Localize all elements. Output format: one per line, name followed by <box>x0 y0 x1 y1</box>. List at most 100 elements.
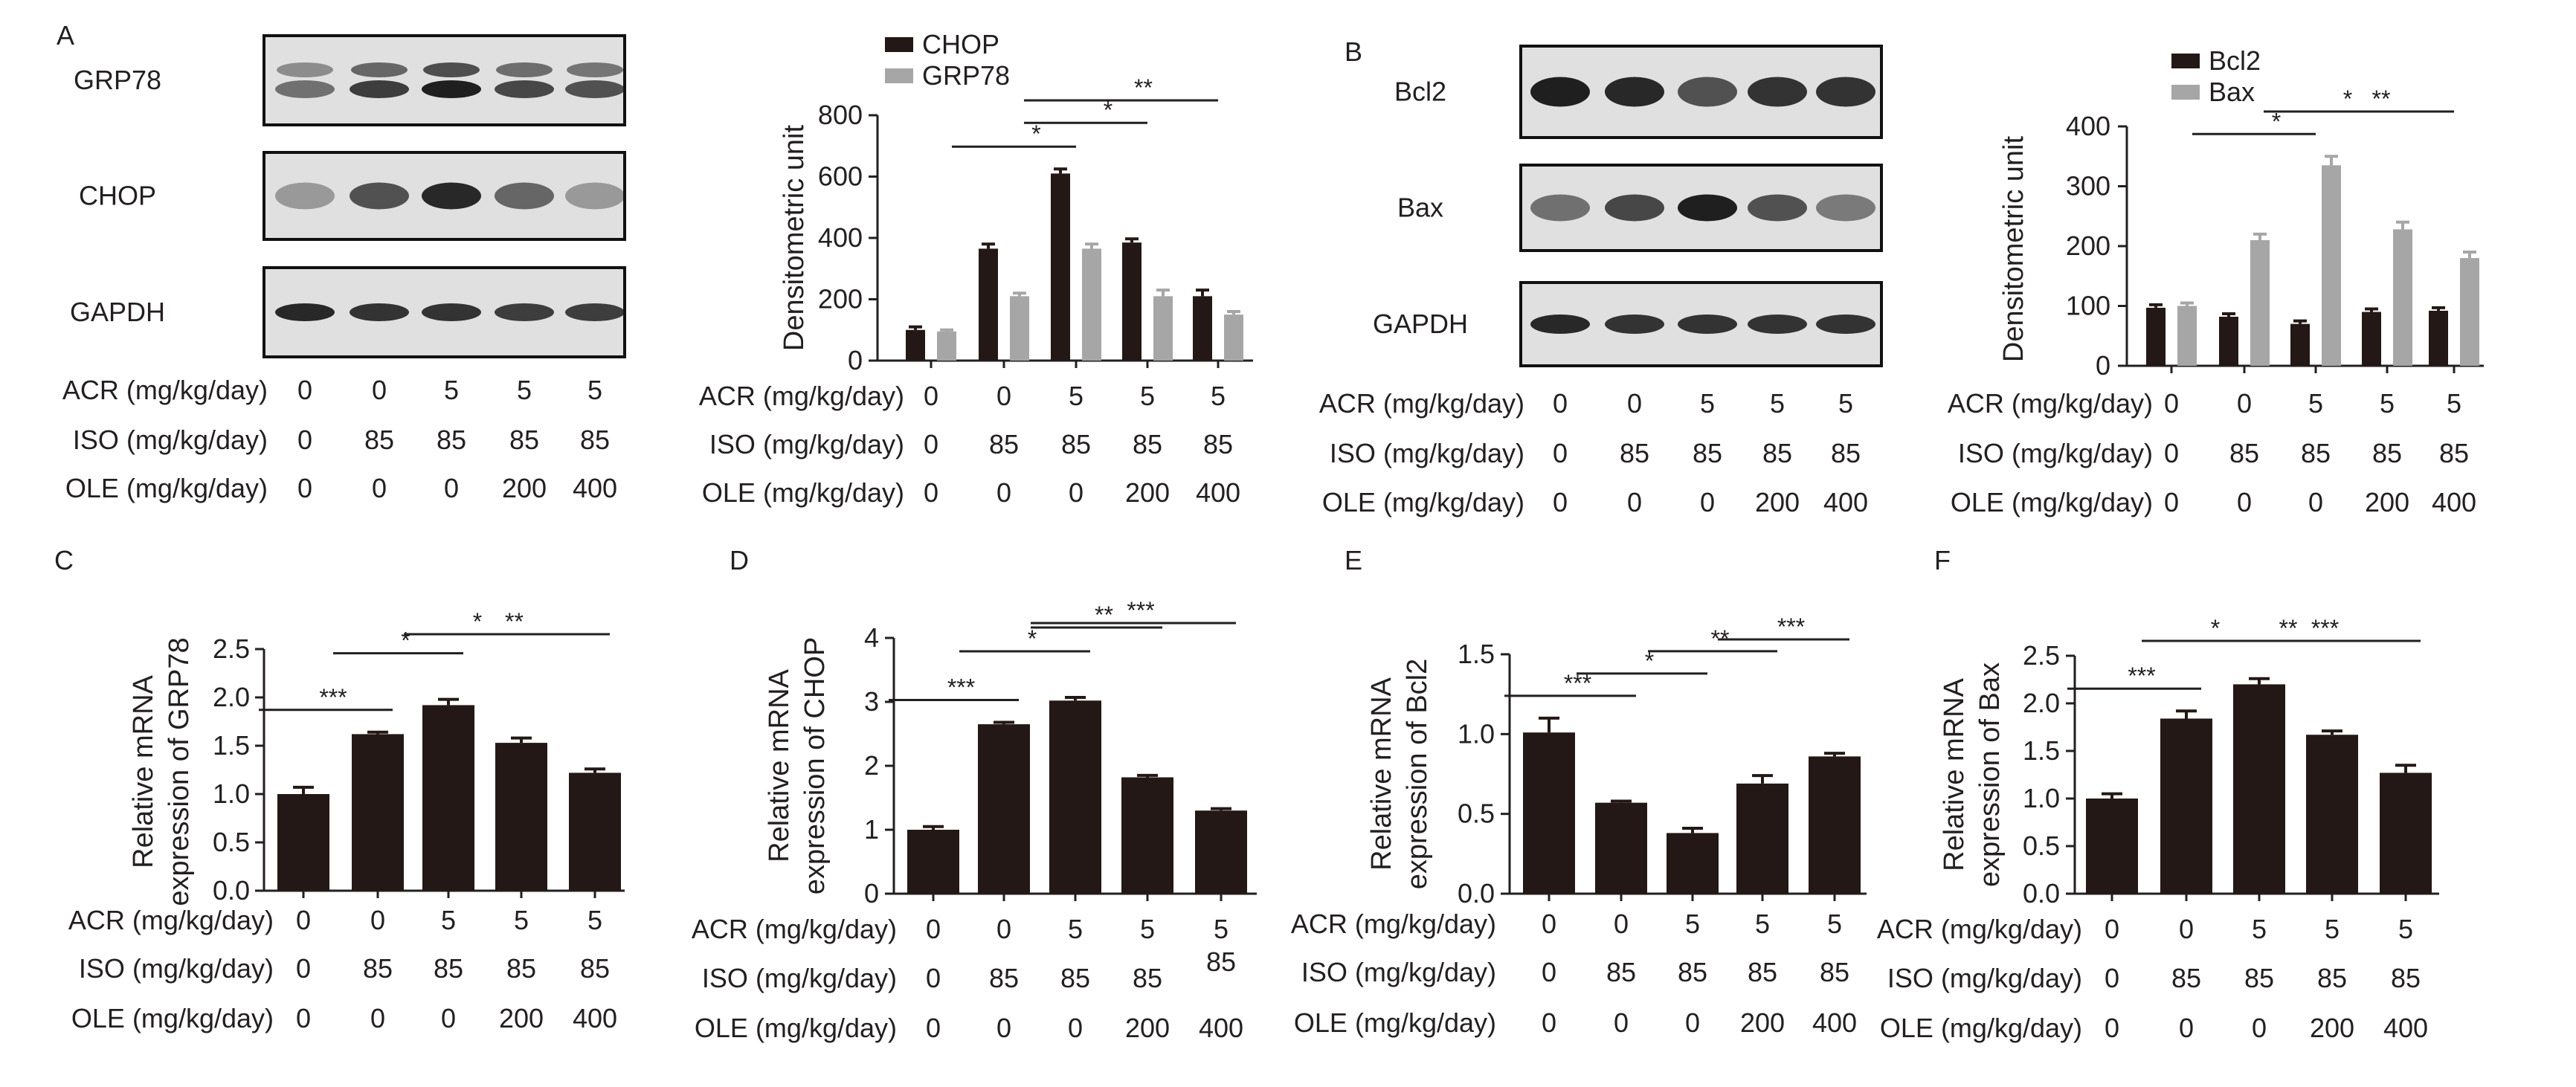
y-tick-label: 600 <box>818 161 863 192</box>
blot-band <box>422 303 481 321</box>
acr-value: 0 <box>996 914 1011 944</box>
blot-band <box>1678 315 1737 334</box>
ole-value: 0 <box>1553 487 1568 517</box>
ole-value: 200 <box>1755 487 1800 517</box>
condition-table-C: ACR (mg/kg/day) 0 0 5 5 5 ISO (mg/kg/day) 0 85 85… <box>68 905 617 1033</box>
ole-value: 0 <box>1700 487 1715 517</box>
blot-band <box>275 182 335 210</box>
acr-value: 5 <box>587 375 602 405</box>
acr-value: 5 <box>444 375 459 405</box>
acr-value: 5 <box>1755 909 1770 939</box>
bar-B-s0-1 <box>2219 316 2238 366</box>
bar-A-s0-1 <box>979 248 998 361</box>
ole-value: 0 <box>296 1003 311 1033</box>
significance-label: * <box>1028 625 1037 652</box>
acr-value: 5 <box>1685 909 1700 939</box>
iso-value: 85 <box>1061 429 1091 459</box>
acr-value: 5 <box>441 905 456 935</box>
significance-label: * <box>2343 86 2352 112</box>
iso-value: 85 <box>580 953 610 984</box>
ole-value: 0 <box>996 477 1011 508</box>
y-tick-label: 2.0 <box>213 682 250 712</box>
y-tick-label: 2.5 <box>2023 640 2060 671</box>
ole-value: 0 <box>1685 1007 1700 1038</box>
acr-row-label: ACR (mg/kg/day) <box>68 905 274 935</box>
blot-band <box>422 182 481 210</box>
legend-label: CHOP <box>922 29 999 59</box>
y-axis-label: Relative mRNA <box>1366 677 1397 870</box>
blot-band <box>350 303 409 321</box>
y-tick-label: 0.5 <box>213 827 250 857</box>
iso-row-label: ISO (mg/kg/day) <box>702 963 897 993</box>
ole-value: 0 <box>926 1013 941 1043</box>
blot-label: Bax <box>1397 193 1443 223</box>
significance-label: * <box>1031 120 1040 147</box>
iso-value: 85 <box>1762 438 1792 468</box>
iso-value: 0 <box>1542 957 1556 987</box>
y-tick-label: 0.5 <box>1458 799 1495 829</box>
panel-letter-D: D <box>730 545 749 575</box>
blot-band-upper <box>277 62 333 77</box>
ole-row-label: OLE (mg/kg/day) <box>1880 1013 2082 1043</box>
bar-B-s1-2 <box>2322 165 2341 366</box>
blot-band <box>565 182 625 210</box>
iso-row-label: ISO (mg/kg/day) <box>1887 963 2082 993</box>
bar-A-s0-3 <box>1122 242 1142 361</box>
acr-value: 0 <box>297 375 312 405</box>
blot-band-upper <box>567 62 623 77</box>
bar-C-s0-1 <box>352 734 404 891</box>
iso-value: 0 <box>2105 963 2119 993</box>
significance-label: ** <box>1095 601 1113 628</box>
blot-band <box>1748 194 1807 222</box>
iso-row-label: ISO (mg/kg/day) <box>1958 438 2153 468</box>
blot-band <box>565 303 625 321</box>
blot-box <box>263 34 626 126</box>
iso-row-label: ISO (mg/kg/day) <box>709 429 904 459</box>
y-axis-label: Relative mRNA <box>128 674 159 868</box>
iso-row-label: ISO (mg/kg/day) <box>79 953 274 984</box>
ole-value: 200 <box>2310 1013 2354 1043</box>
acr-value: 5 <box>2380 388 2395 419</box>
iso-value: 85 <box>1748 957 1777 987</box>
ole-row-label: OLE (mg/kg/day) <box>695 1013 897 1043</box>
blot-band <box>1530 77 1590 107</box>
iso-value: 85 <box>1203 429 1233 459</box>
iso-value: 85 <box>1831 438 1861 468</box>
legend-swatch <box>2171 85 2200 100</box>
chart-A: 0 200 400 600 800 Densitometric unit CHOPGRP78… <box>779 29 1253 375</box>
ole-value: 0 <box>370 1003 385 1033</box>
legend-swatch <box>2171 54 2200 68</box>
acr-value: 0 <box>2179 914 2194 944</box>
acr-value: 5 <box>1140 381 1155 411</box>
significance-label: ** <box>505 608 524 635</box>
legend-swatch <box>885 68 913 83</box>
acr-value: 0 <box>926 914 941 944</box>
panel-letter-F: F <box>1934 545 1951 575</box>
y-tick-label: 0.5 <box>2023 830 2060 861</box>
condition-table-D: ACR (mg/kg/day) 0 0 5 5 5 ISO (mg/kg/day) 0 85 85… <box>692 914 1243 1043</box>
ole-value: 0 <box>372 473 387 503</box>
y-tick-label: 0.0 <box>213 875 250 906</box>
acr-value: 0 <box>2237 388 2252 419</box>
ole-value: 0 <box>1068 1013 1083 1043</box>
acr-value: 5 <box>2252 914 2267 944</box>
ole-row-label: OLE (mg/kg/day) <box>1294 1007 1496 1038</box>
ole-value: 0 <box>2179 1013 2194 1043</box>
bar-E-s0-2 <box>1667 833 1719 894</box>
ole-value: 0 <box>1069 477 1083 508</box>
y-axis-label: Relative mRNA <box>1939 677 1970 871</box>
bar-D-s0-0 <box>907 830 959 894</box>
bar-F-s0-2 <box>2233 684 2285 894</box>
blot-band <box>1816 77 1875 107</box>
blot-band <box>422 80 481 98</box>
blot-band <box>1816 315 1875 334</box>
condition-table-A-blot: ACR (mg/kg/day) 0 0 5 5 5 ISO (mg/kg/day) 0 85 85… <box>62 375 617 503</box>
condition-table-B-chart: ACR (mg/kg/day) 0 0 5 5 5 ISO (mg/kg/day) 0 85 85… <box>1948 388 2476 517</box>
blot-band <box>1605 194 1664 222</box>
y-tick-label: 1.5 <box>213 730 250 761</box>
blot-label: GAPDH <box>70 297 165 327</box>
significance-label: *** <box>2128 662 2155 689</box>
condition-table-B-blot: ACR (mg/kg/day) 0 0 5 5 5 ISO (mg/kg/day) 0 85 85… <box>1319 388 1868 517</box>
bar-F-s0-4 <box>2380 772 2432 894</box>
